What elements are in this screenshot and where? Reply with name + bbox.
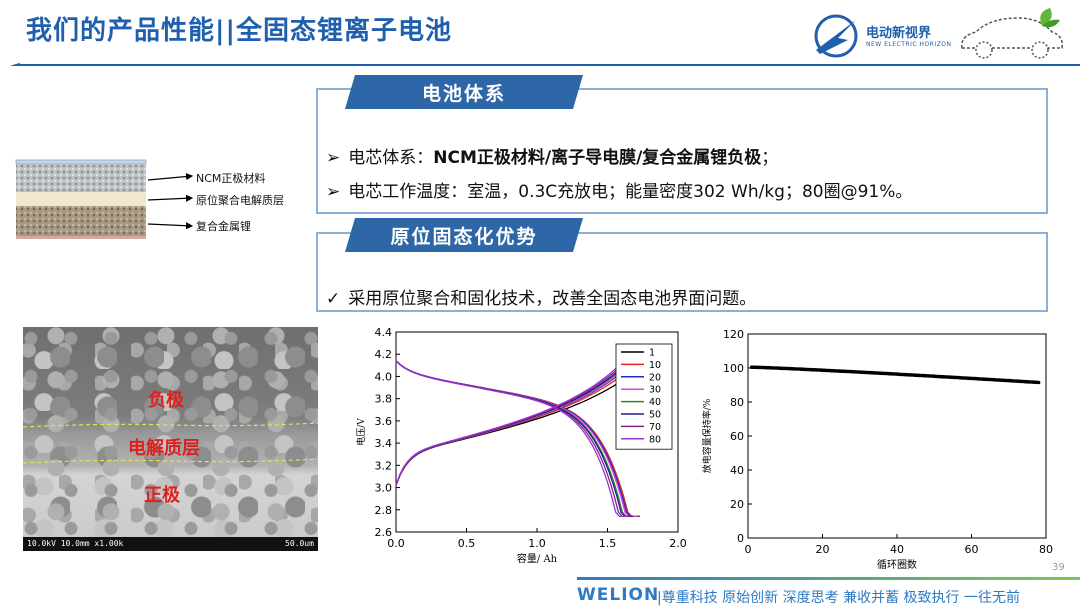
y-tick-label: 4.4 (375, 326, 393, 339)
battery-system-box (316, 88, 1048, 214)
legend-label-20: 20 (649, 372, 661, 383)
y-tick-label: 80 (730, 396, 744, 409)
bullet-cell-system: ➢ 电芯体系：NCM正极材料/离子导电膜/复合金属锂负极； (326, 148, 779, 168)
sem-scale: 50.0um (285, 539, 314, 548)
sem-label-electrolyte: 电解质层 (128, 438, 200, 459)
layer-arrows (148, 172, 194, 230)
sem-image (23, 327, 318, 551)
arrow-bullet-icon: ➢ (326, 182, 341, 202)
x-tick-label: 40 (890, 543, 904, 556)
x-tick-label: 20 (816, 543, 830, 556)
sem-boundaries (23, 422, 318, 464)
footer-divider (577, 577, 1080, 580)
car-leaf-icon (961, 8, 1064, 59)
x-axis-label: 循环圈数 (877, 558, 917, 571)
x-tick-label: 2.0 (669, 537, 687, 550)
charge-curve-30 (395, 353, 641, 486)
y-tick-label: 60 (730, 430, 744, 443)
legend-label-10: 10 (649, 360, 661, 371)
x-tick-label: 1.5 (599, 537, 617, 550)
x-tick-label: 0 (745, 543, 752, 556)
capacity-retention-chart: 0 20 40 60 80 0 20 40 60 80 100 120 循环圈数 放电容量保持率/% (701, 328, 1053, 571)
y-axis-label: 电压/V (355, 418, 367, 446)
voltage-capacity-chart: 0.0 0.5 1.0 1.5 2.0 2.6 2.8 3.0 3.2 3.4 3.6 3.8 4.0 4… (355, 326, 687, 565)
layer-label-lithium: 复合金属锂 (196, 220, 251, 233)
x-tick-label: 0.5 (458, 537, 476, 550)
y-tick-label: 2.6 (375, 526, 393, 539)
y-tick-label: 0 (737, 532, 744, 545)
sem-info-bar: 10.0kV 10.0mm x1.00k 50.0um (23, 537, 318, 551)
y-tick-label: 3.6 (375, 415, 393, 428)
x-tick-label: 0.0 (387, 537, 405, 550)
lithium-layer (16, 206, 146, 236)
header-divider (9, 63, 1080, 66)
retention-point (1036, 380, 1041, 385)
sem-label-cathode: 正极 (144, 485, 180, 506)
x-tick-label: 60 (965, 543, 979, 556)
legend-label-50: 50 (649, 410, 661, 421)
y-tick-label: 3.8 (375, 393, 393, 406)
y-tick-label: 4.2 (375, 348, 393, 361)
in-situ-advantage-tab: 原位固态化优势 (345, 218, 583, 252)
legend-label-70: 70 (649, 422, 661, 433)
chart-legend (615, 343, 673, 450)
layer-label-electrolyte: 原位聚合电解质层 (196, 194, 284, 207)
y-tick-label: 2.8 (375, 504, 393, 517)
bullet-operating-temp: ➢ 电芯工作温度：室温，0.3C充放电；能量密度302 Wh/kg；80圈@91%… (326, 182, 913, 202)
logo-text: 电动新视界 (866, 26, 932, 41)
y-tick-label: 4.0 (375, 370, 393, 383)
legend-label-1: 1 (649, 348, 655, 359)
legend-label-40: 40 (649, 397, 661, 408)
legend-label-30: 30 (649, 385, 661, 396)
logo-icon (814, 14, 858, 58)
battery-system-tab: 电池体系 (345, 75, 583, 109)
logo-subtitle: NEW ELECTRIC HORIZON (866, 41, 952, 48)
layer-diagram (15, 159, 147, 239)
layer-label-cathode: NCM正极材料 (196, 172, 266, 185)
y-axis-label: 放电容量保持率/% (701, 398, 713, 473)
charge-curve-70 (395, 353, 634, 486)
y-tick-label: 20 (730, 498, 744, 511)
cathode-layer (16, 164, 146, 192)
sem-info: 10.0kV 10.0mm x1.00k (27, 539, 124, 548)
y-tick-label: 3.4 (375, 437, 393, 450)
x-axis-label: 容量/ Ah (517, 552, 558, 565)
charge-curve-80 (395, 353, 631, 486)
x-tick-label: 1.0 (528, 537, 546, 550)
plot-frame (747, 333, 1047, 539)
sem-label-anode: 负极 (148, 390, 184, 411)
x-tick-label: 80 (1039, 543, 1053, 556)
check-icon: ✓ (326, 289, 341, 309)
page-number: 39 (1052, 562, 1065, 573)
y-tick-label: 120 (723, 328, 744, 341)
company-slogan: |尊重科技 原始创新 深度思考 兼收并蓄 极致执行 一往无前 (657, 590, 1020, 606)
legend-label-80: 80 (649, 434, 661, 445)
arrow-bullet-icon: ➢ (326, 148, 341, 168)
y-tick-label: 3.0 (375, 482, 393, 495)
brand-logo: WELION (577, 585, 660, 605)
electrolyte-layer (16, 192, 146, 206)
discharge-curve-80 (395, 360, 628, 518)
y-tick-label: 3.2 (375, 459, 393, 472)
y-tick-label: 100 (723, 362, 744, 375)
bullet-in-situ: ✓ 采用原位聚合和固化技术，改善全固态电池界面问题。 (326, 289, 757, 309)
charge-curve-50 (395, 353, 637, 486)
page-title: 我们的产品性能||全固态锂离子电池 (26, 16, 452, 46)
y-tick-label: 40 (730, 464, 744, 477)
